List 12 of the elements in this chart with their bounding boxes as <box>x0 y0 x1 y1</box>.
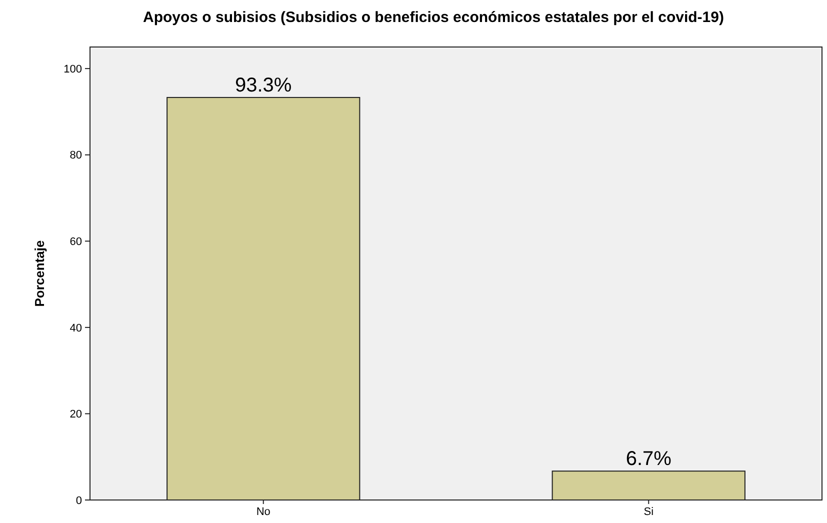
y-tick-label: 80 <box>70 150 82 162</box>
data-label: 93.3% <box>235 74 292 96</box>
y-axis-title: Porcentaje <box>32 240 47 307</box>
y-tick-label: 0 <box>76 494 82 507</box>
x-tick-label: No <box>256 506 270 518</box>
chart-title: Apoyos o subisios (Subsidios o beneficios económicos estatales por el covid-19) <box>143 9 724 26</box>
data-label: 6.7% <box>626 448 672 470</box>
y-tick-label: 40 <box>70 322 82 334</box>
y-tick-label: 20 <box>70 408 82 421</box>
y-tick-label: 100 <box>64 63 82 76</box>
y-tick-label: 60 <box>70 236 82 248</box>
x-tick-label: Si <box>644 506 654 518</box>
